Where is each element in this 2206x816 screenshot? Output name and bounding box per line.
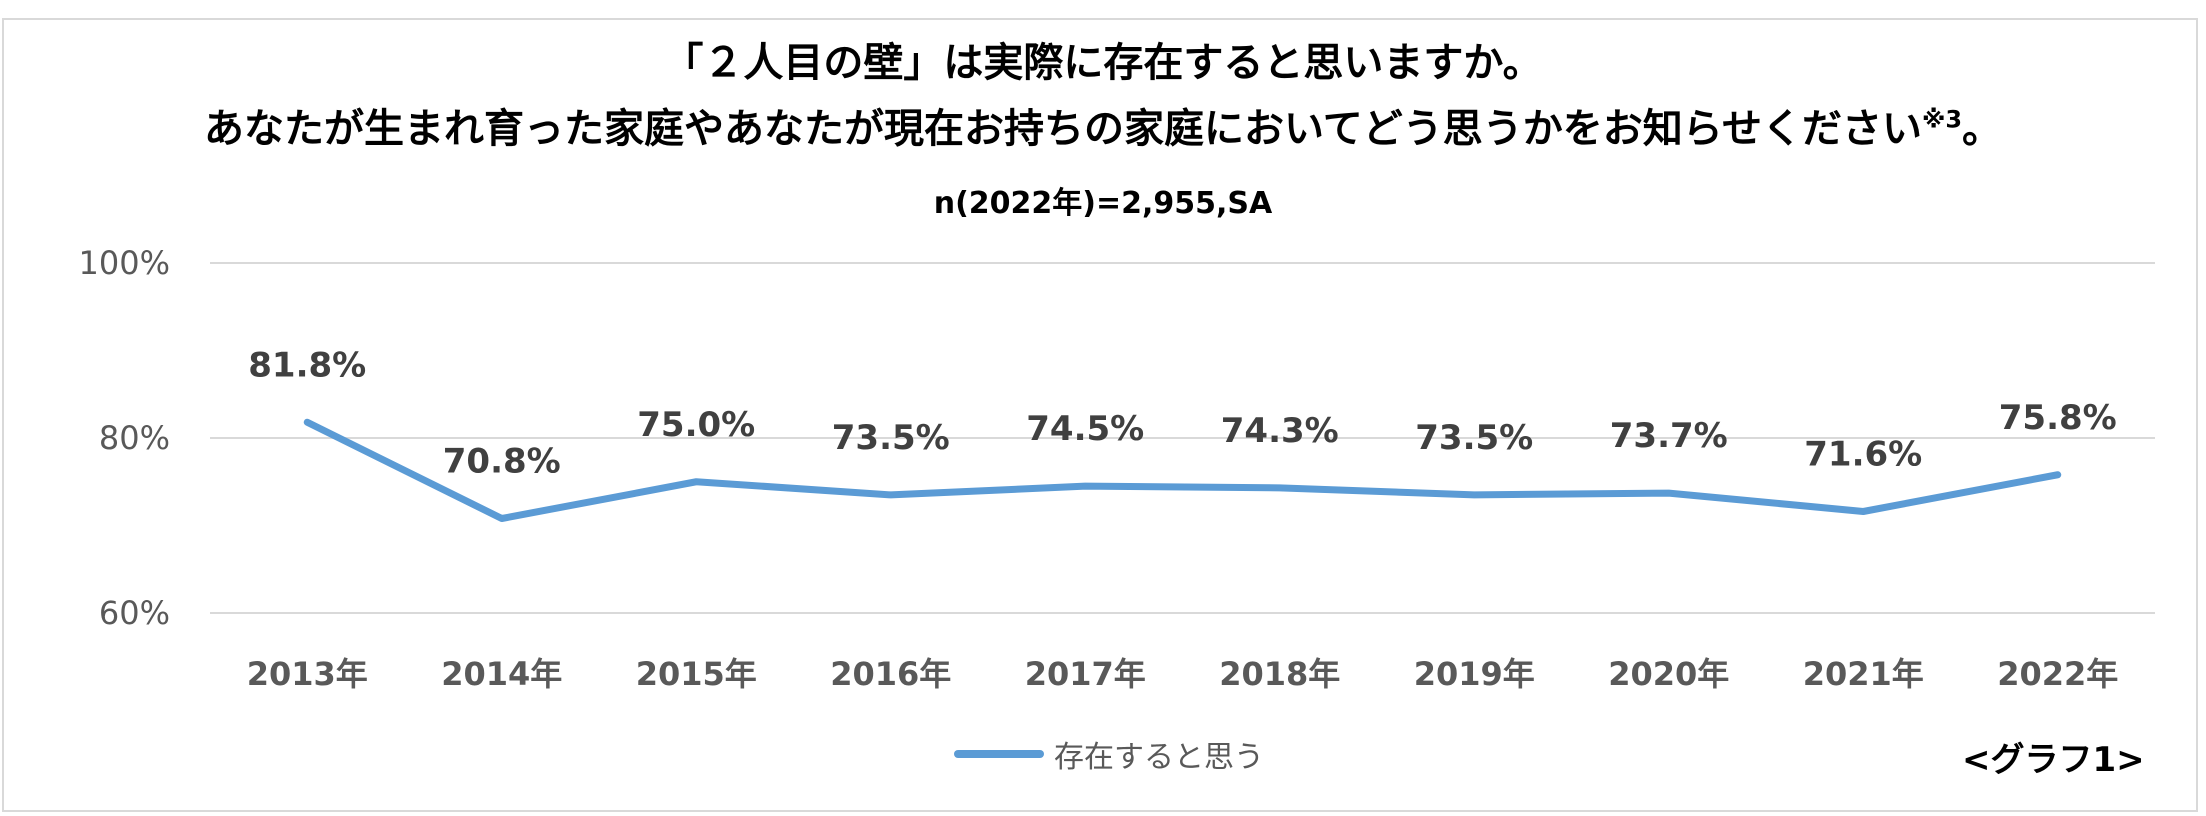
data-point <box>1665 490 1672 497</box>
legend-label: 存在すると思う <box>1054 740 1264 775</box>
x-tick-label: 2018年 <box>1219 655 1340 693</box>
data-label: 73.7% <box>1610 416 1728 456</box>
x-tick-label: 2019年 <box>1414 655 1535 693</box>
legend-swatch <box>954 750 1044 758</box>
chart-title-line2-end: 。 <box>1962 106 2003 152</box>
x-tick-label: 2015年 <box>636 655 757 693</box>
data-label: 74.3% <box>1221 411 1339 451</box>
chart-subtitle: n(2022年)=2,955,SA <box>933 186 1273 221</box>
data-label: 70.8% <box>443 442 561 482</box>
x-tick-label: 2016年 <box>830 655 951 693</box>
y-tick-label: 80% <box>99 419 170 457</box>
data-label: 75.8% <box>1999 398 2117 438</box>
data-point <box>2054 471 2061 478</box>
data-point <box>498 515 505 522</box>
y-tick-label: 100% <box>79 244 170 282</box>
data-label: 71.6% <box>1804 435 1922 475</box>
data-label: 74.5% <box>1026 409 1144 449</box>
series-line <box>303 418 2062 522</box>
data-label: 75.0% <box>637 405 755 445</box>
data-point <box>1471 491 1478 498</box>
chart-title-line2: あなたが生まれ育った家庭やあなたが現在お持ちの家庭においてどう思うかをお知らせく… <box>0 96 2206 154</box>
x-tick-label: 2021年 <box>1803 655 1924 693</box>
data-point <box>1082 483 1089 490</box>
x-tick-label: 2014年 <box>441 655 562 693</box>
legend: 存在すると思う <box>954 736 1264 775</box>
graph-number-label: <グラフ1> <box>1962 740 2145 780</box>
data-label: 73.5% <box>1415 418 1533 458</box>
data-label: 73.5% <box>832 418 950 458</box>
y-tick-label: 60% <box>99 594 170 632</box>
x-tick-label: 2020年 <box>1608 655 1729 693</box>
chart-title-note: ※3 <box>1921 105 1963 134</box>
x-tick-label: 2013年 <box>247 655 368 693</box>
data-point <box>693 478 700 485</box>
chart-title-line1: 「２人目の壁」は実際に存在すると思いますか。 <box>663 40 1543 86</box>
data-point <box>887 491 894 498</box>
data-label: 81.8% <box>248 345 366 385</box>
x-tick-label: 2017年 <box>1025 655 1146 693</box>
data-point <box>304 419 311 426</box>
chart-title-line2-text: あなたが生まれ育った家庭やあなたが現在お持ちの家庭においてどう思うかをお知らせく… <box>203 106 1922 152</box>
x-tick-label: 2022年 <box>1997 655 2118 693</box>
data-point <box>1276 484 1283 491</box>
data-point <box>1860 508 1867 515</box>
chart-frame <box>2 18 2198 812</box>
